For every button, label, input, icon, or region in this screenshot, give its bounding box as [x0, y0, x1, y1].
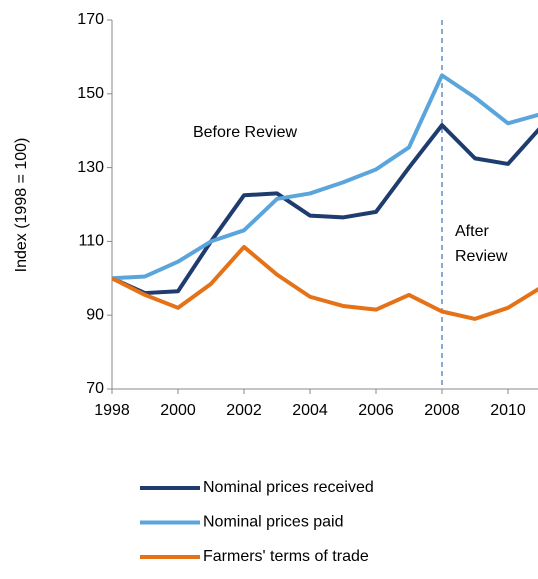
- legend-label: Nominal prices paid: [203, 514, 344, 531]
- series-line: [112, 123, 538, 296]
- series-line: [112, 244, 538, 321]
- y-tick-label: 170: [77, 11, 104, 28]
- x-tick-label: 2004: [292, 402, 328, 419]
- y-tick-label: 150: [77, 85, 104, 102]
- annotation: Review: [455, 248, 508, 265]
- x-tick-label: 1998: [94, 402, 130, 419]
- y-axis-label: Index (1998 = 100): [13, 138, 30, 273]
- y-tick-label: 110: [78, 233, 104, 250]
- y-tick-label: 70: [86, 380, 104, 397]
- y-tick-label: 130: [77, 159, 104, 176]
- x-tick-label: 2000: [160, 402, 196, 419]
- series-line: [112, 73, 538, 281]
- legend-label: Nominal prices received: [203, 479, 374, 496]
- x-tick-label: 2006: [358, 402, 394, 419]
- annotation: After: [455, 223, 489, 240]
- x-tick-label: 2008: [424, 402, 460, 419]
- x-tick-label: 2010: [490, 402, 526, 419]
- legend-label: Farmers' terms of trade: [203, 548, 369, 565]
- y-tick-label: 90: [86, 306, 104, 323]
- x-tick-label: 2002: [226, 402, 262, 419]
- annotation: Before Review: [193, 124, 297, 141]
